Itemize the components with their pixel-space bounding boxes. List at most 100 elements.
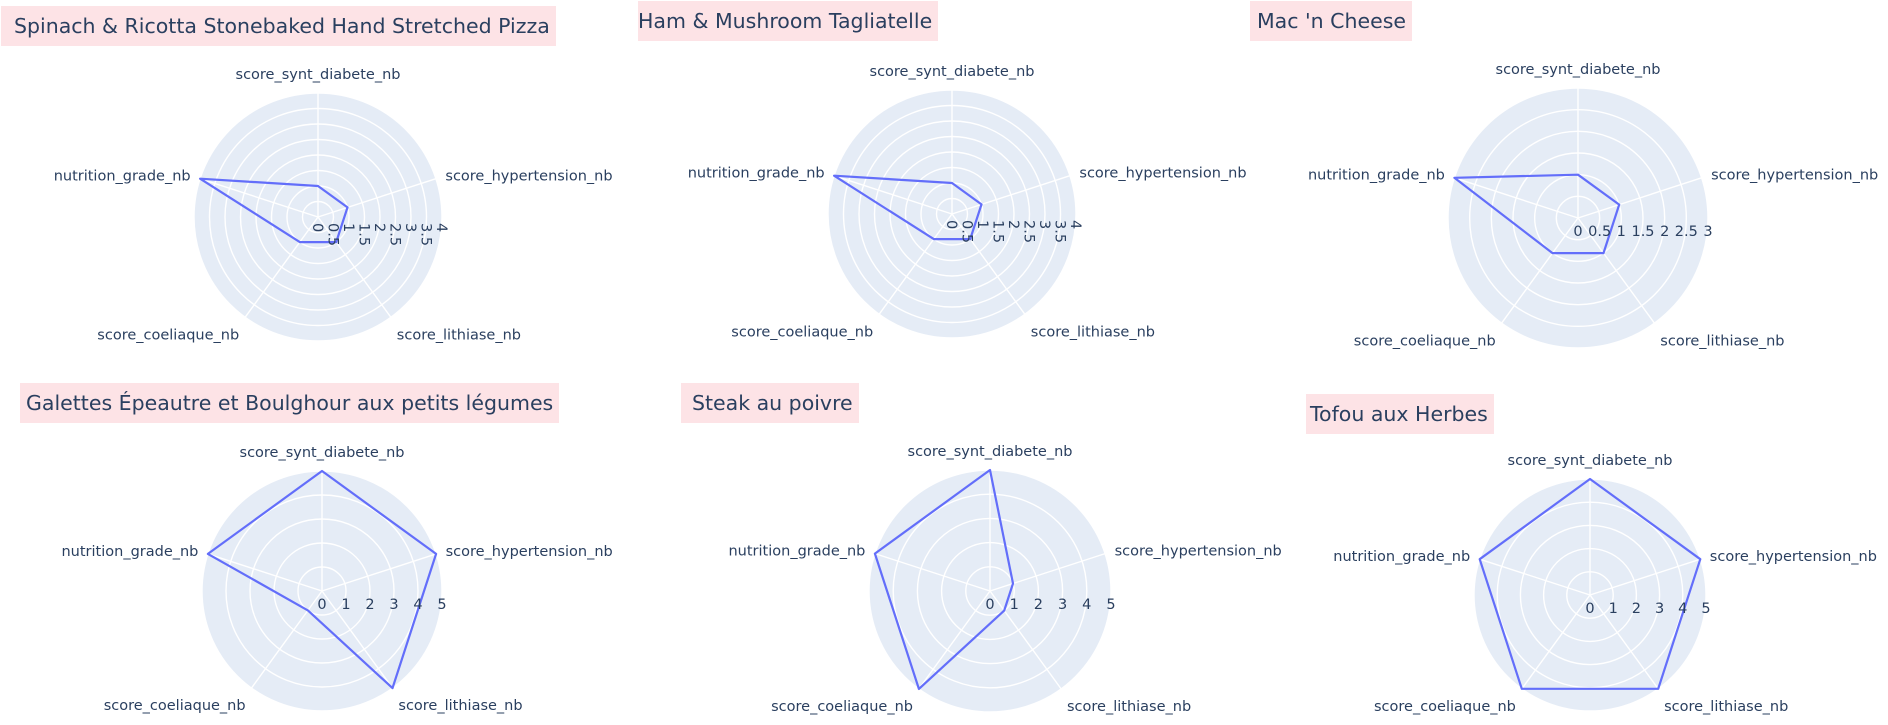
axis-label-score-synt-diabete-nb: score_synt_diabete_nb (1508, 453, 1673, 469)
data-series-line (206, 469, 438, 690)
angular-spoke (951, 175, 1071, 215)
axis-label-score-lithiase-nb: score_lithiase_nb (1067, 699, 1191, 715)
radial-gridline (301, 200, 335, 234)
angular-spoke (833, 175, 953, 215)
radial-gridline (193, 92, 443, 342)
radial-tick-label: 2 (1034, 597, 1043, 613)
angular-spoke (1479, 558, 1591, 596)
radial-gridline (858, 120, 1046, 308)
axis-label-score-lithiase-nb: score_lithiase_nb (397, 327, 521, 343)
chart-title: Ham & Mushroom Tagliatelle (638, 1, 939, 41)
polar-background (202, 471, 442, 711)
angular-spoke (989, 590, 1062, 690)
angular-spoke (321, 590, 394, 689)
radial-tick-label: 4 (1082, 597, 1091, 613)
radial-gridline (892, 493, 1088, 689)
data-series-line (1453, 173, 1621, 255)
radial-gridline (1542, 547, 1638, 643)
radial-tick-label: 0 (943, 220, 959, 229)
axis-label-nutrition-grade-nb: nutrition_grade_nb (1333, 549, 1470, 565)
radial-tick-label: 2 (1005, 220, 1021, 229)
radial-tick-label: 0 (309, 223, 325, 232)
angular-spoke (878, 213, 953, 315)
radial-tick-label: 1 (1617, 224, 1626, 240)
radial-tick-label: 0.5 (959, 220, 975, 243)
radial-tick-label: 3 (389, 597, 398, 613)
angular-spoke (918, 590, 991, 690)
axis-label-score-synt-diabete-nb: score_synt_diabete_nb (1496, 62, 1661, 78)
angular-spoke (250, 590, 323, 689)
radial-gridline (842, 104, 1062, 324)
axis-label-score-hypertension-nb: score_hypertension_nb (1115, 544, 1282, 560)
axis-label-score-lithiase-nb: score_lithiase_nb (1664, 699, 1788, 715)
angular-spoke (321, 553, 437, 592)
radial-tick-label: 3 (1703, 224, 1712, 240)
radial-gridline (889, 151, 1015, 277)
radial-gridline (904, 166, 1000, 262)
axis-label-score-lithiase-nb: score_lithiase_nb (1660, 333, 1784, 349)
radial-gridline (255, 154, 381, 280)
radial-tick-label: 1.5 (356, 223, 372, 246)
axis-label-score-coeliaque-nb: score_coeliaque_nb (771, 699, 913, 715)
radial-gridline (940, 541, 1040, 641)
radial-gridline (286, 185, 350, 249)
data-series-line (199, 177, 349, 244)
axis-label-score-synt-diabete-nb: score_synt_diabete_nb (908, 444, 1073, 460)
angular-spoke (1589, 594, 1659, 690)
angular-spoke (1577, 217, 1655, 324)
angular-spoke (1501, 217, 1579, 324)
radial-tick-label: 0 (985, 597, 994, 613)
radial-tick-label: 3 (1036, 220, 1052, 229)
axis-label-score-hypertension-nb: score_hypertension_nb (445, 169, 612, 185)
radial-tick-label: 1 (341, 597, 350, 613)
radial-gridline (1496, 501, 1684, 689)
axis-label-score-coeliaque-nb: score_coeliaque_nb (104, 698, 246, 714)
axis-label-nutrition-grade-nb: nutrition_grade_nb (54, 169, 191, 185)
radial-tick-label: 2.5 (387, 223, 403, 246)
angular-spoke (199, 178, 319, 218)
data-series-line (873, 468, 1015, 691)
radial-gridline (965, 566, 1015, 616)
radial-gridline (935, 197, 969, 231)
radial-tick-label: 3 (1058, 597, 1067, 613)
radial-gridline (868, 469, 1112, 713)
angular-spoke (951, 213, 1026, 315)
radial-gridline (297, 566, 347, 616)
radial-gridline (827, 89, 1077, 339)
radial-tick-label: 2 (1632, 601, 1641, 617)
data-series-line (1478, 477, 1702, 690)
radial-tick-label: 2.5 (1675, 224, 1698, 240)
radial-tick-label: 0 (317, 597, 326, 613)
angular-spoke (317, 216, 392, 318)
radial-tick-label: 3.5 (1052, 220, 1068, 243)
radial-gridline (873, 135, 1031, 293)
angular-spoke (317, 178, 437, 218)
radial-tick-label: 5 (1106, 597, 1115, 613)
radial-tick-label: 2 (371, 223, 387, 232)
axis-label-nutrition-grade-nb: nutrition_grade_nb (61, 544, 198, 560)
angular-spoke (1589, 558, 1701, 596)
radial-gridline (1473, 478, 1707, 712)
radial-gridline (1533, 173, 1623, 263)
axis-label-score-lithiase-nb: score_lithiase_nb (1031, 324, 1155, 340)
radial-tick-label: 0 (1585, 601, 1594, 617)
radial-gridline (1468, 108, 1688, 328)
radial-tick-label: 2 (1660, 224, 1669, 240)
chart-title: Tofou aux Herbes (1306, 394, 1494, 434)
radial-tick-label: 0.5 (325, 223, 341, 246)
axis-label-score-coeliaque-nb: score_coeliaque_nb (1374, 699, 1516, 715)
axis-label-score-hypertension-nb: score_hypertension_nb (446, 544, 613, 560)
radial-tick-label: 0.5 (1588, 224, 1611, 240)
radial-tick-label: 4 (433, 223, 449, 232)
axis-label-score-coeliaque-nb: score_coeliaque_nb (731, 324, 873, 340)
radial-tick-label: 1 (974, 220, 990, 229)
radial-tick-label: 4 (1678, 601, 1687, 617)
axis-label-score-coeliaque-nb: score_coeliaque_nb (97, 327, 239, 343)
radial-tick-label: 0 (1573, 224, 1582, 240)
radial-tick-label: 4 (413, 597, 422, 613)
